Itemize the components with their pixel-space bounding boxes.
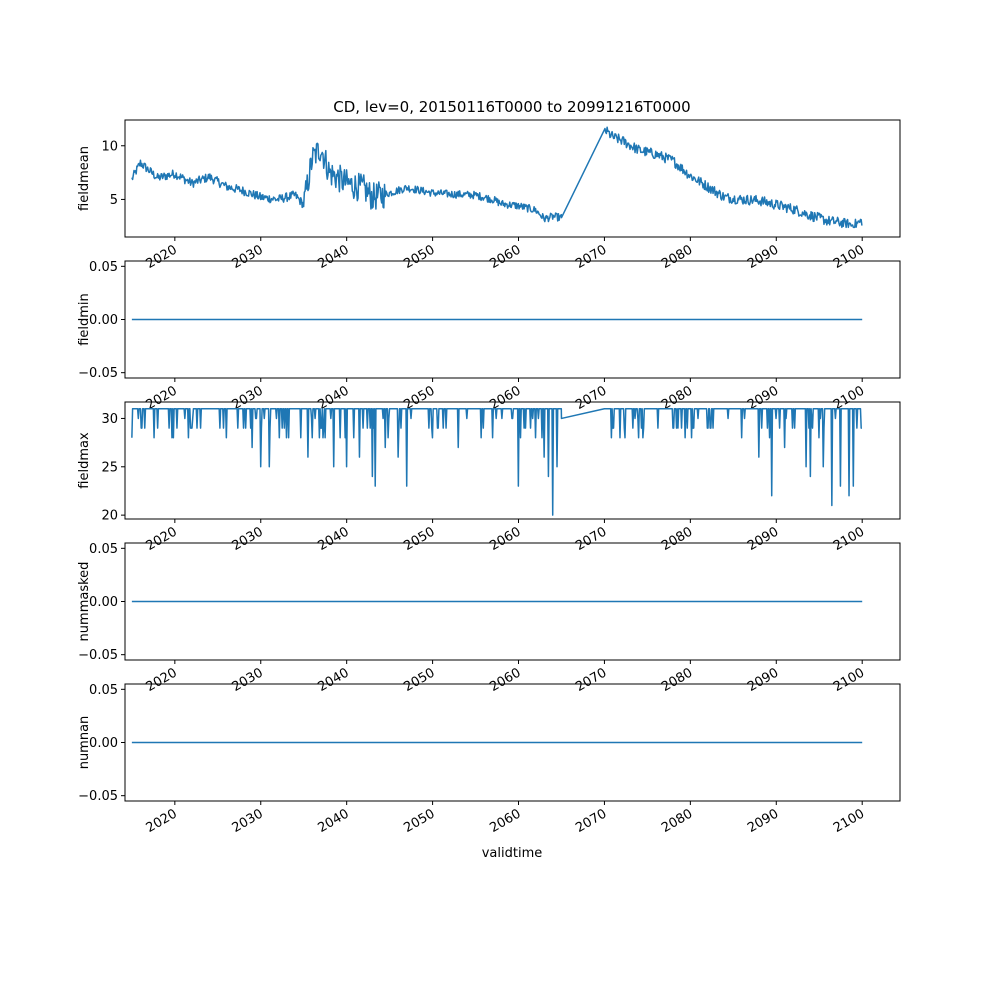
chart-title: CD, lev=0, 20150116T0000 to 20991216T000…	[333, 98, 690, 116]
y-tick-label: 0.05	[89, 683, 118, 698]
axes-frame	[124, 119, 901, 238]
series-line-fieldmean	[131, 126, 863, 229]
y-tick-label: 5	[110, 193, 118, 208]
y-axis-label: numnan	[77, 716, 92, 770]
series-line-fieldmax	[131, 408, 862, 516]
y-tick-label: 25	[101, 460, 118, 475]
x-axis-label: validtime	[482, 846, 543, 861]
y-tick-label: 0.05	[89, 260, 118, 275]
y-tick-label: −0.05	[78, 366, 118, 381]
y-tick-label: 10	[101, 139, 118, 154]
y-axis-label: fieldmean	[77, 146, 92, 211]
y-tick-label: −0.05	[78, 648, 118, 663]
y-axis-label: fieldmax	[77, 432, 92, 489]
y-tick-label: 0.00	[89, 736, 118, 751]
y-tick-label: 30	[101, 412, 118, 427]
y-axis-label: fieldmin	[77, 293, 92, 346]
y-tick-label: 20	[101, 509, 118, 524]
axes-frame	[124, 401, 901, 520]
y-axis-label: nummasked	[77, 562, 92, 642]
y-tick-label: −0.05	[78, 789, 118, 804]
y-tick-label: 0.00	[89, 313, 118, 328]
y-tick-label: 0.00	[89, 595, 118, 610]
y-tick-label: 0.05	[89, 542, 118, 557]
